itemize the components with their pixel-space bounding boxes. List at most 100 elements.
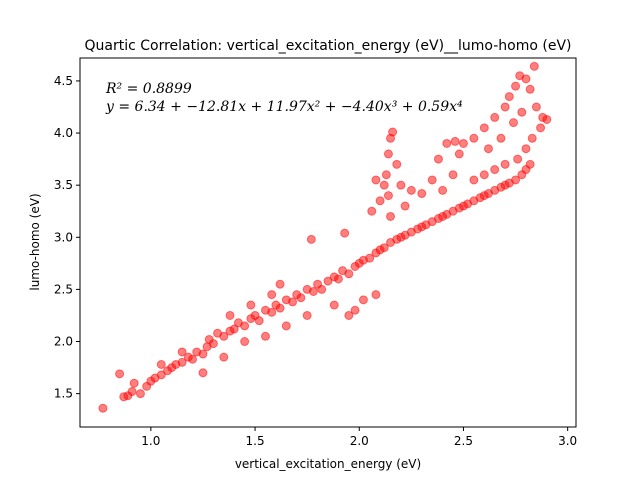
data-point [400,201,410,211]
data-point [525,84,535,94]
data-point [135,389,145,399]
equation-annotation: y = 6.34 + −12.81x + 11.97x² + −4.40x³ +… [105,99,463,115]
data-point [219,331,229,341]
data-point [490,165,500,175]
data-point [490,112,500,122]
y-tick-label: 4.5 [54,74,73,88]
data-point [386,211,396,221]
plot-frame [79,57,577,428]
data-point [375,196,385,206]
x-tick-label: 1.0 [141,434,160,448]
r-squared-annotation: R² = 0.8899 [105,81,192,97]
data-point [208,339,218,349]
data-point [302,310,312,320]
data-point [308,286,318,296]
data-point [98,403,108,413]
data-point [115,369,125,379]
data-point [198,368,208,378]
data-point [333,274,343,284]
data-point [527,133,537,143]
data-point [246,300,256,310]
data-point [469,133,479,143]
data-point [496,133,506,143]
data-point [450,136,460,146]
data-point [229,324,239,334]
x-tick-label: 1.5 [246,434,265,448]
data-point [317,284,327,294]
x-tick-label: 3.0 [558,434,577,448]
data-point [504,92,514,102]
data-point [329,300,339,310]
data-point [225,310,235,320]
data-point [427,175,437,185]
data-point [454,149,464,159]
data-point [392,159,402,169]
data-point [127,387,137,397]
data-point [306,234,316,244]
data-point [379,243,389,253]
data-point [350,305,360,315]
data-point [281,321,291,331]
data-point [275,279,285,289]
y-tick-label: 2.0 [54,335,73,349]
data-point [536,123,546,133]
data-point [267,290,277,300]
data-point [521,144,531,154]
data-point [406,185,416,195]
data-point [344,269,354,279]
data-point [383,149,393,159]
x-tick-label: 2.0 [350,434,369,448]
x-axis: 1.0 1.5 2.0 2.5 3.0 [141,427,577,448]
data-point [521,74,531,84]
data-point [296,293,306,303]
x-tick-label: 2.5 [454,434,473,448]
data-point [500,159,510,169]
data-point [525,159,535,169]
data-point [479,170,489,180]
y-axis: 1.5 2.0 2.5 3.0 3.5 4.0 4.5 [54,74,80,401]
data-point [500,102,510,112]
y-tick-label: 3.0 [54,230,73,244]
data-point [177,347,187,357]
data-point [367,206,377,216]
data-point [275,303,285,313]
data-point [381,170,391,180]
data-point [448,170,458,180]
data-point [442,138,452,148]
data-point [267,307,277,317]
data-point [379,180,389,190]
data-point [198,349,208,359]
data-point [129,378,139,388]
data-point [531,102,541,112]
data-point [188,354,198,364]
data-point [433,154,443,164]
data-point [323,276,333,286]
data-point [469,175,479,185]
data-point [219,352,229,362]
data-point [396,180,406,190]
data-point [288,297,298,307]
data-point [344,310,354,320]
data-point [358,295,368,305]
data-point [529,61,539,71]
data-point [240,337,250,347]
data-point [156,359,166,369]
data-point [177,357,187,367]
data-point [388,127,398,137]
data-point [254,316,264,326]
y-tick-label: 3.5 [54,178,73,192]
data-point [371,290,381,300]
data-point [371,175,381,185]
x-axis-title: vertical_excitation_energy (eV) [235,457,421,471]
data-point [383,191,393,201]
points-layer [98,61,552,413]
data-point [458,138,468,148]
data-point [513,154,523,164]
data-point [483,144,493,154]
y-tick-label: 4.0 [54,126,73,140]
data-point [479,123,489,133]
data-point [260,331,270,341]
chart-title: Quartic Correlation: vertical_excitation… [84,38,571,54]
